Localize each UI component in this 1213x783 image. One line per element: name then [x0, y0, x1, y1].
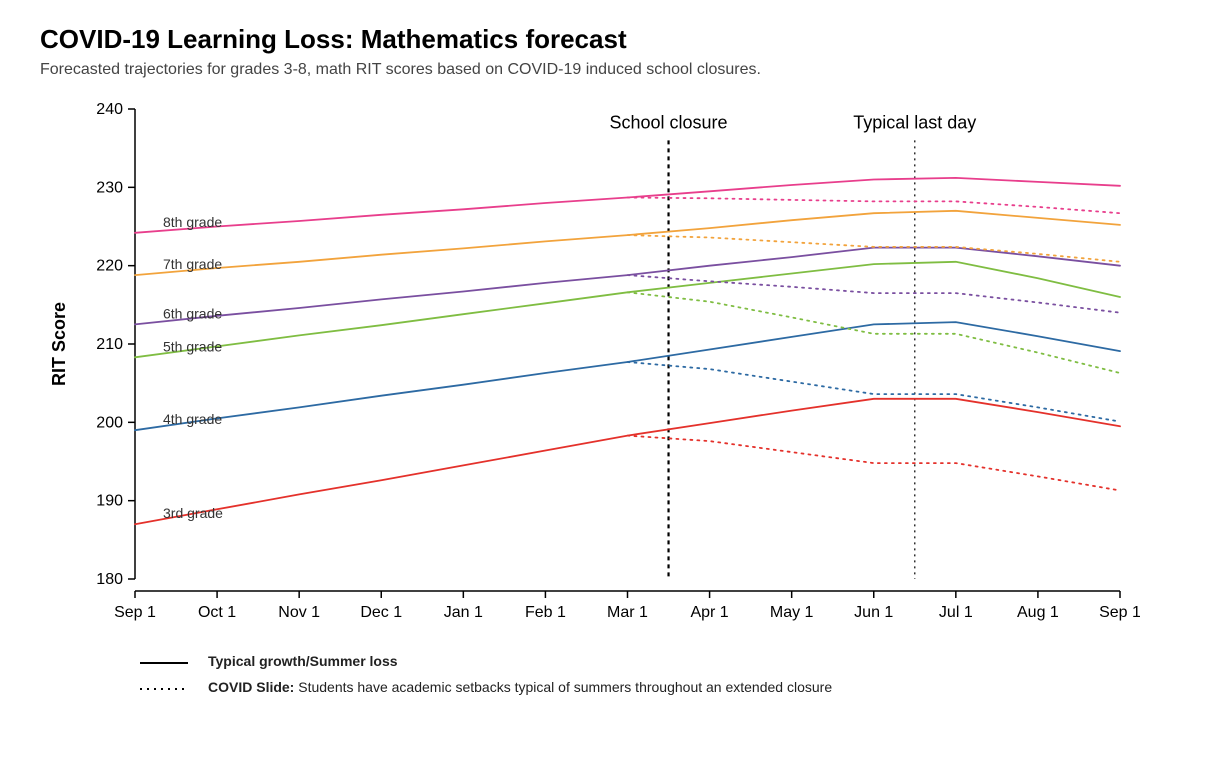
svg-text:7th grade: 7th grade [163, 256, 222, 272]
svg-text:RIT Score: RIT Score [49, 302, 69, 386]
chart-subtitle: Forecasted trajectories for grades 3-8, … [40, 61, 1173, 79]
chart-area: 180 190 200 210 220 230 240 Sep 1 Oct 1 Nov 1 Dec … [40, 99, 1173, 639]
svg-text:3rd grade: 3rd grade [163, 505, 223, 521]
svg-text:Dec 1: Dec 1 [360, 604, 402, 621]
svg-text:Jul 1: Jul 1 [939, 604, 973, 621]
legend-row-solid: Typical growth/Summer loss [140, 653, 1173, 669]
svg-text:5th grade: 5th grade [163, 338, 222, 354]
svg-text:Feb 1: Feb 1 [525, 604, 566, 621]
svg-text:6th grade: 6th grade [163, 305, 222, 321]
legend-label-solid: Typical growth/Summer loss [208, 653, 398, 669]
svg-text:8th grade: 8th grade [163, 214, 222, 230]
svg-text:May 1: May 1 [770, 604, 814, 621]
svg-text:Oct 1: Oct 1 [198, 604, 236, 621]
svg-text:180: 180 [96, 571, 123, 588]
svg-text:Jan 1: Jan 1 [444, 604, 483, 621]
chart-legend: Typical growth/Summer loss COVID Slide: … [40, 653, 1173, 695]
line-chart-svg: 180 190 200 210 220 230 240 Sep 1 Oct 1 Nov 1 Dec … [40, 99, 1140, 639]
svg-text:Jun 1: Jun 1 [854, 604, 893, 621]
svg-text:4th grade: 4th grade [163, 411, 222, 427]
chart-title: COVID-19 Learning Loss: Mathematics fore… [40, 24, 1173, 55]
svg-text:Mar 1: Mar 1 [607, 604, 648, 621]
svg-text:Apr 1: Apr 1 [690, 604, 728, 621]
svg-text:Typical last day: Typical last day [853, 113, 976, 133]
svg-text:190: 190 [96, 493, 123, 510]
svg-text:Nov 1: Nov 1 [278, 604, 320, 621]
svg-text:Aug 1: Aug 1 [1017, 604, 1059, 621]
svg-text:Sep 1: Sep 1 [1099, 604, 1140, 621]
svg-text:210: 210 [96, 336, 123, 353]
legend-swatch-dotted [140, 687, 188, 691]
svg-text:200: 200 [96, 414, 123, 431]
svg-text:240: 240 [96, 101, 123, 118]
svg-text:220: 220 [96, 258, 123, 275]
svg-text:Sep 1: Sep 1 [114, 604, 156, 621]
svg-text:230: 230 [96, 179, 123, 196]
legend-label-dotted: COVID Slide: Students have academic setb… [208, 679, 832, 695]
svg-text:School closure: School closure [610, 113, 728, 133]
legend-row-dotted: COVID Slide: Students have academic setb… [140, 679, 1173, 695]
legend-swatch-solid [140, 661, 188, 665]
